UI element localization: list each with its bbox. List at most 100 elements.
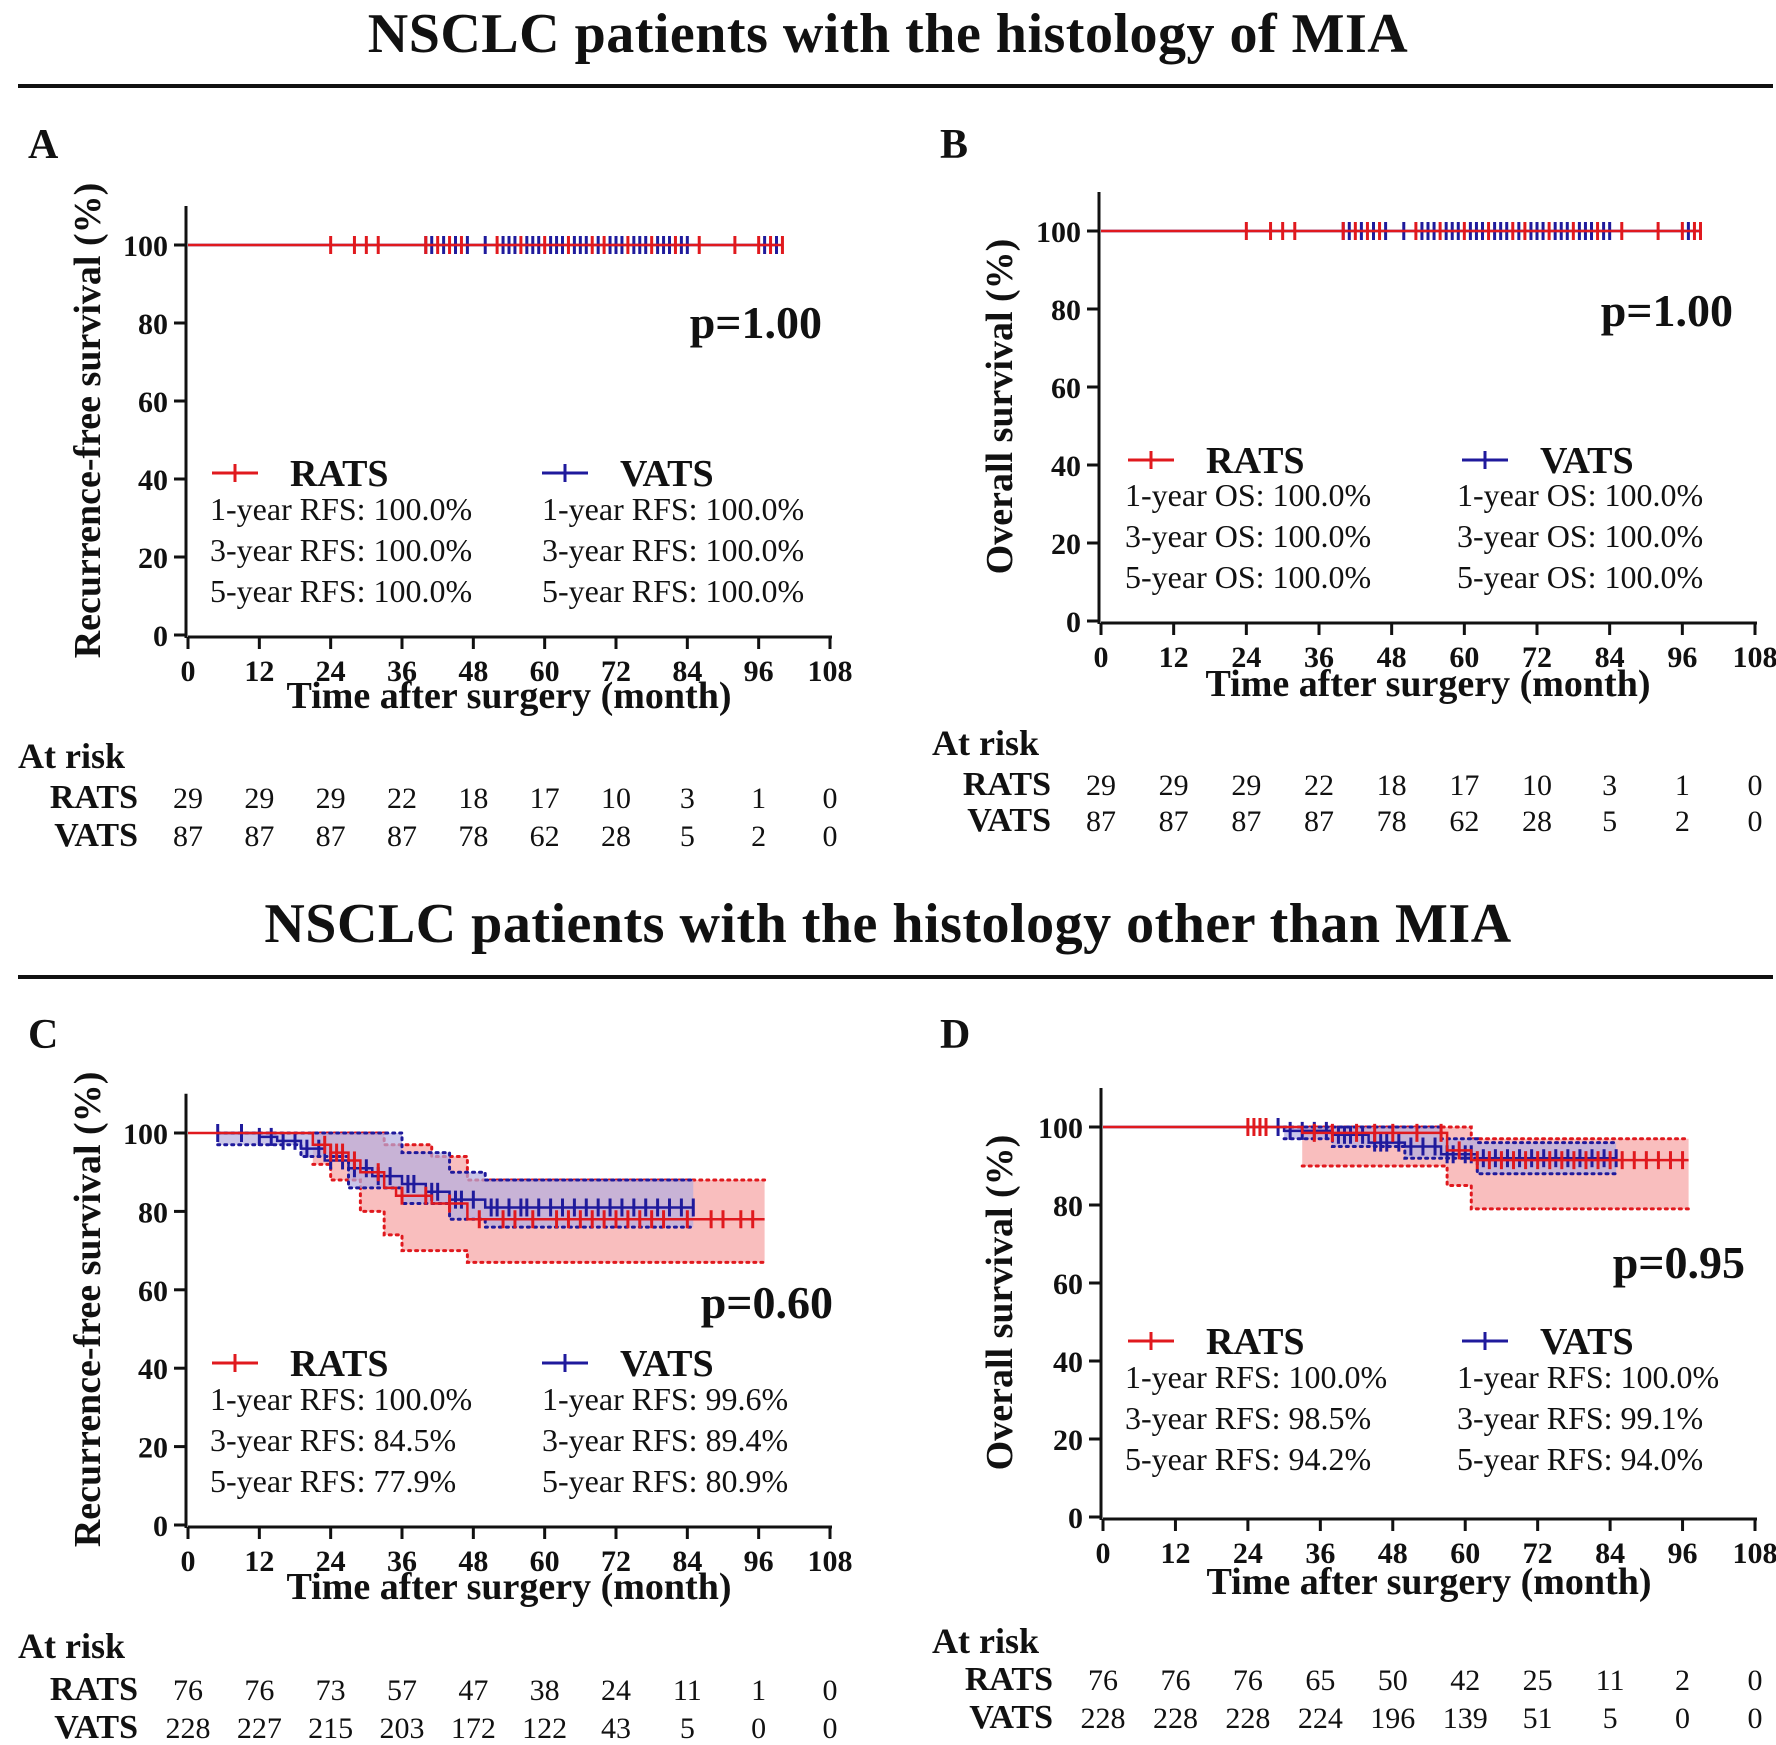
at-risk-count: 87 (1231, 805, 1261, 838)
section-divider (18, 84, 1773, 88)
at-risk-count: 1 (751, 1674, 766, 1707)
vats-ci-lower (216, 1143, 695, 1229)
at-risk-row-label: RATS (50, 779, 138, 816)
y-axis-title: Recurrence-free survival (%) (67, 183, 109, 659)
at-risk-count: 87 (316, 820, 346, 853)
y-tick-label: 80 (1053, 1190, 1083, 1223)
at-risk-count: 0 (823, 1712, 838, 1745)
vats-ci-upper (216, 1131, 695, 1182)
at-risk-count: 29 (1159, 769, 1189, 802)
vats-survival-stat: 5-year RFS: 94.0% (1457, 1441, 1703, 1477)
rats-legend-label: RATS (290, 1343, 389, 1385)
y-tick-label: 60 (1053, 1268, 1083, 1301)
x-tick-label: 48 (458, 655, 488, 688)
at-risk-count: 43 (601, 1712, 631, 1745)
at-risk-count: 5 (680, 1712, 695, 1745)
at-risk-count: 228 (166, 1712, 211, 1745)
rats-survival-stat: 1-year OS: 100.0% (1125, 477, 1371, 513)
x-tick-label: 96 (1668, 1537, 1698, 1570)
at-risk-row-label: VATS (969, 1699, 1053, 1736)
rats-survival-stat: 3-year OS: 100.0% (1125, 518, 1371, 554)
vats-legend-label: VATS (620, 1343, 714, 1385)
vats-survival-stat: 3-year OS: 100.0% (1457, 518, 1703, 554)
at-risk-count: 0 (823, 782, 838, 815)
x-tick-label: 60 (1449, 641, 1479, 674)
at-risk-row-label: VATS (54, 1709, 138, 1745)
y-tick-label: 0 (153, 620, 168, 653)
at-risk-count: 1 (1675, 769, 1690, 802)
vats-legend-label: VATS (620, 453, 714, 495)
rats-survival-stat: 5-year RFS: 100.0% (210, 573, 472, 609)
y-tick-label: 80 (138, 308, 168, 341)
at-risk-count: 139 (1443, 1702, 1488, 1735)
rats-survival-stat: 5-year OS: 100.0% (1125, 559, 1371, 595)
x-tick-label: 60 (530, 1545, 560, 1578)
vats-survival-stat: 3-year RFS: 100.0% (542, 532, 804, 568)
at-risk-count: 228 (1081, 1702, 1126, 1735)
at-risk-count: 62 (530, 820, 560, 853)
at-risk-count: 18 (1377, 769, 1407, 802)
x-axis-title: Time after surgery (month) (287, 1566, 732, 1608)
x-tick-label: 84 (672, 1545, 702, 1578)
at-risk-count: 78 (458, 820, 488, 853)
x-tick-label: 60 (1450, 1537, 1480, 1570)
at-risk-count: 0 (1748, 1664, 1763, 1697)
at-risk-count: 228 (1225, 1702, 1270, 1735)
x-tick-label: 72 (601, 1545, 631, 1578)
y-tick-label: 60 (1051, 372, 1081, 405)
at-risk-count: 1 (751, 782, 766, 815)
x-tick-label: 24 (1233, 1537, 1263, 1570)
y-axis-title: Overall survival (%) (979, 239, 1021, 575)
at-risk-count: 5 (1602, 805, 1617, 838)
at-risk-count: 227 (237, 1712, 282, 1745)
vats-survival-stat: 5-year OS: 100.0% (1457, 559, 1703, 595)
at-risk-count: 24 (601, 1674, 631, 1707)
at-risk-count: 87 (1304, 805, 1334, 838)
at-risk-count: 22 (1304, 769, 1334, 802)
at-risk-count: 5 (680, 820, 695, 853)
x-tick-label: 0 (181, 655, 196, 688)
x-tick-label: 108 (808, 1545, 853, 1578)
x-tick-label: 12 (1160, 1537, 1190, 1570)
x-axis-title: Time after surgery (month) (287, 675, 732, 717)
y-tick-label: 20 (138, 542, 168, 575)
rats-legend-label: RATS (290, 453, 389, 495)
panel-letter: C (28, 1012, 58, 1058)
x-tick-label: 108 (1733, 1537, 1776, 1570)
rats-survival-stat: 1-year RFS: 100.0% (210, 1381, 472, 1417)
p-value: p=1.00 (690, 297, 822, 348)
x-tick-label: 12 (244, 1545, 274, 1578)
at-risk-heading: At risk (932, 723, 1039, 763)
at-risk-count: 3 (1602, 769, 1617, 802)
at-risk-count: 11 (1596, 1664, 1625, 1697)
at-risk-count: 0 (1748, 1702, 1763, 1735)
section-title-mia: NSCLC patients with the histology of MIA (367, 3, 1409, 65)
x-tick-label: 84 (1595, 1537, 1625, 1570)
x-tick-label: 0 (181, 1545, 196, 1578)
section-title-non-mia: NSCLC patients with the histology other … (264, 893, 1512, 955)
x-axis-title: Time after surgery (month) (1207, 1561, 1652, 1603)
x-tick-label: 36 (1305, 1537, 1335, 1570)
at-risk-count: 0 (1748, 805, 1763, 838)
panel-letter: D (940, 1012, 970, 1058)
at-risk-count: 2 (751, 820, 766, 853)
x-tick-label: 96 (744, 1545, 774, 1578)
rats-survival-stat: 1-year RFS: 100.0% (1125, 1359, 1387, 1395)
vats-survival-stat: 1-year RFS: 99.6% (542, 1381, 788, 1417)
rats-survival-curve (188, 1131, 765, 1221)
at-risk-count: 18 (458, 782, 488, 815)
at-risk-count: 87 (1159, 805, 1189, 838)
vats-survival-stat: 1-year RFS: 100.0% (542, 491, 804, 527)
x-tick-label: 108 (1733, 641, 1776, 674)
y-tick-label: 20 (138, 1432, 168, 1465)
at-risk-count: 38 (530, 1674, 560, 1707)
x-tick-label: 84 (1595, 641, 1625, 674)
at-risk-count: 29 (1231, 769, 1261, 802)
at-risk-count: 2 (1675, 1664, 1690, 1697)
at-risk-count: 87 (244, 820, 274, 853)
x-tick-label: 12 (244, 655, 274, 688)
at-risk-heading: At risk (18, 736, 125, 776)
rats-legend-label: RATS (1206, 1321, 1305, 1363)
y-axis-title: Overall survival (%) (979, 1135, 1021, 1471)
